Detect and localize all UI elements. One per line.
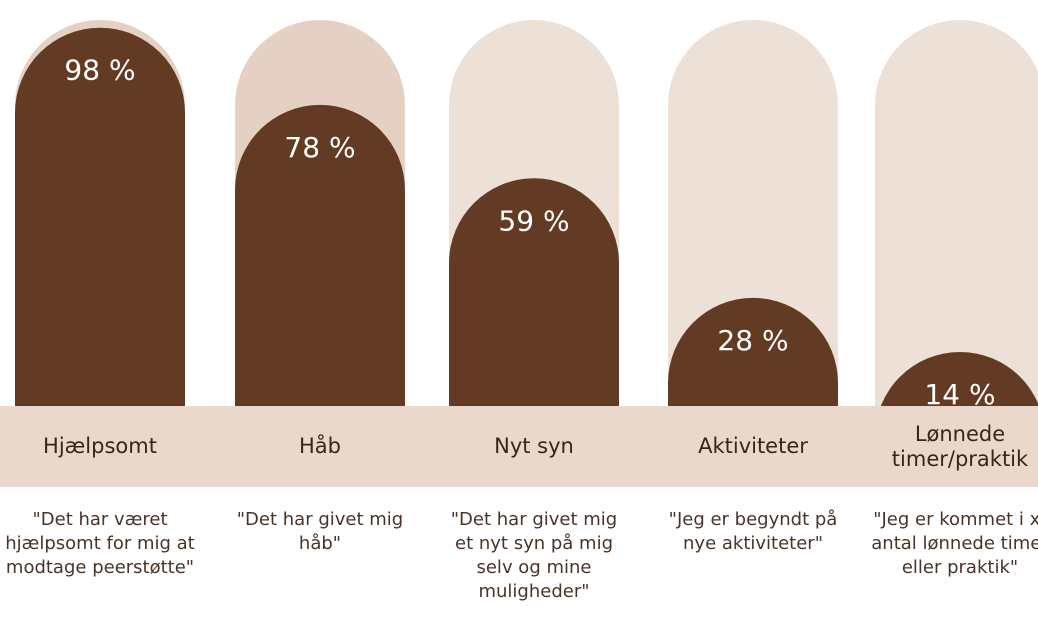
bar-aktiviteter	[668, 297, 838, 406]
quote-hj-lpsomt: "Det har været hjælpsomt for mig at modt…	[5, 509, 195, 578]
category-label-hj-lpsomt: Hjælpsomt	[43, 434, 157, 458]
quote-l-nnede-timer-praktik: "Jeg er kommet i x-antal lønnede timer e…	[871, 509, 1038, 578]
value-label-aktiviteter: 28 %	[717, 324, 788, 357]
category-label-nyt-syn: Nyt syn	[494, 434, 574, 458]
track-l-nnede-timer-praktik	[875, 20, 1038, 406]
value-label-nyt-syn: 59 %	[498, 204, 569, 237]
quote-aktiviteter: "Jeg er begyndt på nye aktiviteter"	[668, 509, 838, 554]
quote-nyt-syn: "Det har givet mig et nyt syn på mig sel…	[450, 509, 618, 602]
category-label-aktiviteter: Aktiviteter	[698, 434, 808, 458]
value-label-h-b: 78 %	[284, 131, 355, 164]
quote-h-b: "Det har givet mig håb"	[236, 509, 404, 554]
bar-h-b	[235, 104, 405, 406]
bar-l-nnede-timer-praktik	[875, 352, 1038, 437]
category-band	[0, 406, 1038, 487]
value-label-hj-lpsomt: 98 %	[64, 54, 135, 87]
category-label-h-b: Håb	[299, 434, 341, 458]
bar-hj-lpsomt	[15, 27, 185, 407]
category-label-l-nnede-timer-praktik: Lønnede timer/praktik	[891, 421, 1029, 471]
bar-nyt-syn	[449, 178, 619, 406]
value-label-l-nnede-timer-praktik: 14 %	[924, 378, 995, 411]
